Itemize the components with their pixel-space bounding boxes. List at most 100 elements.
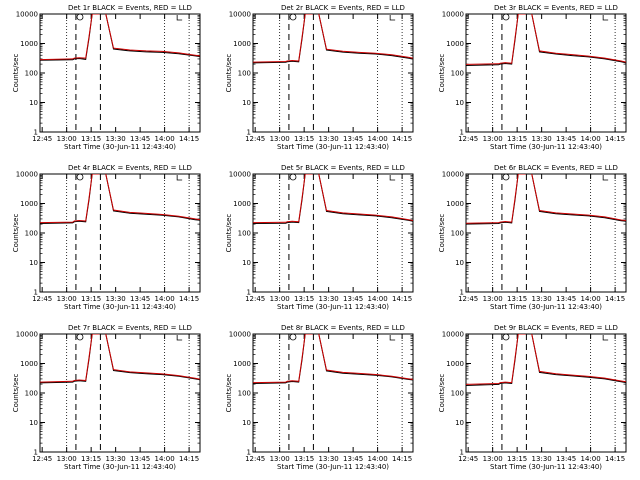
y-tick-label: 1000 xyxy=(446,360,464,368)
panel-det-9: Det 9r BLACK = Events, RED = LLD 1 10 100 10… xyxy=(438,324,627,471)
y-tick-label: 10000 xyxy=(442,171,464,179)
x-tick-label: 13:00 xyxy=(270,455,290,463)
x-tick-label: 13:45 xyxy=(556,455,576,463)
y-tick-label: 1000 xyxy=(233,200,251,208)
panel-title: Det 1r BLACK = Events, RED = LLD xyxy=(68,4,192,12)
x-tick-label: 13:15 xyxy=(507,455,527,463)
series-line-lld xyxy=(40,334,200,383)
x-tick-label: 13:45 xyxy=(130,455,150,463)
plot-frame xyxy=(465,173,627,293)
x-tick-label: 13:30 xyxy=(319,135,339,143)
x-tick-label: 13:30 xyxy=(532,455,552,463)
panel-title: Det 8r BLACK = Events, RED = LLD xyxy=(281,324,405,332)
corner-marker xyxy=(602,175,609,181)
x-tick-label: 14:15 xyxy=(179,295,199,303)
x-axis-label: Start Time (30-Jun-11 12:43:40) xyxy=(490,143,602,151)
panel-det-8: Det 8r BLACK = Events, RED = LLD 1 10 100 10… xyxy=(225,324,414,471)
y-axis-label: Counts/sec xyxy=(12,54,20,93)
circle-marker xyxy=(289,333,297,341)
y-tick-label: 10 xyxy=(455,99,464,107)
circle-marker xyxy=(502,13,510,21)
y-tick-label: 100 xyxy=(238,70,251,78)
y-axis-label: Counts/sec xyxy=(225,374,233,413)
plot-frame xyxy=(465,333,627,453)
x-tick-label: 13:00 xyxy=(483,135,503,143)
series-line-lld xyxy=(466,14,626,65)
x-axis-label: Start Time (30-Jun-11 12:43:40) xyxy=(64,463,176,471)
y-tick-label: 10 xyxy=(29,419,38,427)
panel-title: Det 4r BLACK = Events, RED = LLD xyxy=(68,164,192,172)
x-tick-label: 13:45 xyxy=(130,135,150,143)
plot-frame xyxy=(252,333,414,453)
x-tick-label: 14:15 xyxy=(392,295,412,303)
x-axis-label: Start Time (30-Jun-11 12:43:40) xyxy=(490,463,602,471)
series-line-events xyxy=(253,334,413,384)
circle-marker xyxy=(502,173,510,181)
panel-title: Det 9r BLACK = Events, RED = LLD xyxy=(494,324,618,332)
x-tick-label: 13:30 xyxy=(106,455,126,463)
y-tick-label: 10000 xyxy=(442,11,464,19)
x-axis-label: Start Time (30-Jun-11 12:43:40) xyxy=(64,143,176,151)
y-tick-label: 1000 xyxy=(233,40,251,48)
x-tick-label: 12:45 xyxy=(32,135,52,143)
x-tick-label: 14:00 xyxy=(155,295,175,303)
circle-marker xyxy=(289,13,297,21)
y-tick-label: 1 xyxy=(34,449,38,457)
y-tick-label: 1000 xyxy=(20,360,38,368)
y-tick-label: 100 xyxy=(451,390,464,398)
x-tick-label: 14:15 xyxy=(605,295,625,303)
corner-marker xyxy=(389,15,396,21)
y-tick-label: 1000 xyxy=(20,200,38,208)
corner-marker xyxy=(389,175,396,181)
y-tick-label: 10000 xyxy=(16,171,38,179)
circle-marker xyxy=(76,173,84,181)
x-tick-label: 14:00 xyxy=(581,135,601,143)
plot-frame xyxy=(39,13,201,133)
panel-title: Det 6r BLACK = Events, RED = LLD xyxy=(494,164,618,172)
y-axis-label: Counts/sec xyxy=(438,214,446,253)
plot-frame xyxy=(465,13,627,133)
x-tick-label: 14:15 xyxy=(605,135,625,143)
y-tick-label: 10 xyxy=(242,99,251,107)
x-tick-label: 13:30 xyxy=(106,135,126,143)
x-tick-label: 13:00 xyxy=(57,135,77,143)
series-line-lld xyxy=(253,174,413,224)
y-tick-label: 100 xyxy=(25,390,38,398)
x-axis-label: Start Time (30-Jun-11 12:43:40) xyxy=(490,303,602,311)
x-tick-label: 14:00 xyxy=(155,135,175,143)
x-tick-label: 14:00 xyxy=(368,135,388,143)
x-tick-label: 12:45 xyxy=(245,455,265,463)
x-tick-label: 12:45 xyxy=(245,135,265,143)
circle-marker xyxy=(76,333,84,341)
x-axis-label: Start Time (30-Jun-11 12:43:40) xyxy=(277,463,389,471)
x-tick-label: 13:45 xyxy=(556,295,576,303)
y-tick-label: 1 xyxy=(460,129,464,137)
x-tick-label: 13:15 xyxy=(507,295,527,303)
x-tick-label: 13:15 xyxy=(294,135,314,143)
series-line-events xyxy=(40,14,200,61)
corner-marker xyxy=(176,15,183,21)
x-tick-label: 14:15 xyxy=(392,455,412,463)
series-line-events xyxy=(40,334,200,384)
y-tick-label: 10000 xyxy=(16,11,38,19)
x-tick-label: 14:00 xyxy=(155,455,175,463)
y-tick-label: 1000 xyxy=(233,360,251,368)
x-tick-label: 13:30 xyxy=(106,295,126,303)
y-tick-label: 100 xyxy=(451,230,464,238)
y-tick-label: 1 xyxy=(34,129,38,137)
y-tick-label: 1000 xyxy=(20,40,38,48)
corner-marker xyxy=(602,15,609,21)
plot-frame xyxy=(39,173,201,293)
x-axis-label: Start Time (30-Jun-11 12:43:40) xyxy=(64,303,176,311)
series-line-lld xyxy=(466,334,626,385)
corner-marker xyxy=(176,335,183,341)
series-line-lld xyxy=(40,14,200,61)
x-tick-label: 14:00 xyxy=(368,295,388,303)
series-line-events xyxy=(40,174,200,224)
y-tick-label: 1 xyxy=(460,289,464,297)
x-tick-label: 12:45 xyxy=(458,135,478,143)
y-axis-label: Counts/sec xyxy=(438,54,446,93)
series-line-events xyxy=(253,174,413,224)
series-line-events xyxy=(466,174,626,225)
panel-det-4: Det 4r BLACK = Events, RED = LLD 1 10 100 10… xyxy=(12,164,201,311)
